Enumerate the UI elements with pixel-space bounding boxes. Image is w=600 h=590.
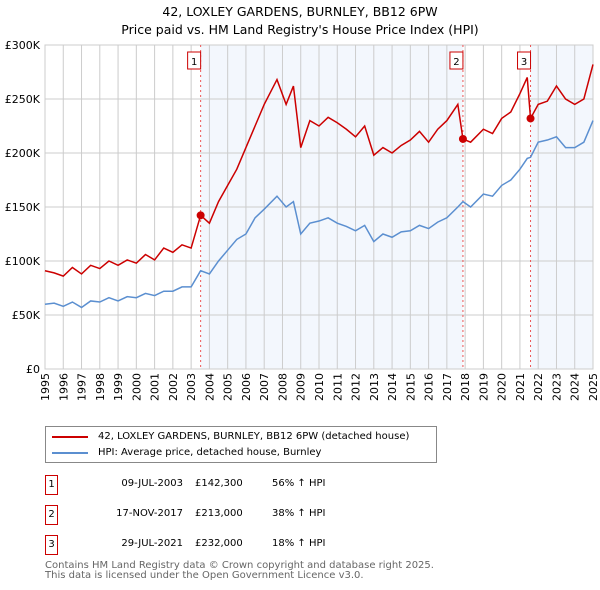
x-tick-label: 2021 — [514, 373, 527, 401]
legend-item-property: 42, LOXLEY GARDENS, BURNLEY, BB12 6PW (d… — [52, 431, 409, 442]
blue-line-swatch — [52, 451, 88, 454]
x-tick-label: 2023 — [550, 373, 563, 401]
sale-point — [458, 134, 467, 143]
x-tick-label: 2002 — [167, 373, 180, 401]
date: 29-JUL-2021 — [121, 538, 183, 549]
price: £142,300 — [195, 478, 243, 489]
x-tick-label: 1999 — [112, 373, 125, 401]
transaction-row: 1 09-JUL-2003 £142,300 56% ↑ HPI — [45, 475, 465, 495]
plot-border — [44, 44, 594, 370]
hpi-change: 38% ↑ HPI — [272, 508, 326, 519]
sale-label: 3 — [521, 57, 527, 68]
x-tick-label: 2001 — [149, 373, 162, 401]
sale-label: 1 — [191, 57, 197, 68]
hpi-change: 18% ↑ HPI — [272, 538, 326, 549]
price-chart: 1995 1996 1997 1998 1999 2000 2001 2002 2003 2004… — [5, 39, 600, 401]
x-tick-label: 2009 — [295, 373, 308, 401]
chart-title: 42, LOXLEY GARDENS, BURNLEY, BB12 6PW Pr… — [0, 3, 600, 39]
y-tick-label: £250K — [5, 93, 41, 106]
sale-label-box — [187, 51, 202, 70]
sale-label-box — [449, 51, 464, 70]
sale-label-box — [517, 51, 532, 70]
legend-label: HPI: Average price, detached house, Burn… — [98, 447, 322, 458]
x-tick-label: 2018 — [459, 373, 472, 401]
x-tick-label: 1995 — [39, 373, 52, 401]
footer-line: Contains HM Land Registry data © Crown c… — [45, 560, 434, 571]
hpi-change: 56% ↑ HPI — [272, 478, 326, 489]
x-tick-label: 2025 — [587, 373, 600, 401]
y-tick-label: £0 — [26, 363, 40, 376]
y-tick-label: £150K — [5, 201, 41, 214]
marker-number: 2 — [45, 505, 58, 525]
x-tick-label: 2008 — [276, 373, 289, 401]
date: 17-NOV-2017 — [116, 508, 183, 519]
x-tick-label: 2007 — [258, 373, 271, 401]
x-tick-label: 2019 — [477, 373, 490, 401]
x-tick-label: 2012 — [350, 373, 363, 401]
sale-point — [196, 211, 205, 220]
x-tick-label: 2000 — [130, 373, 143, 401]
x-tick-label: 2013 — [368, 373, 381, 401]
red-line-swatch — [52, 435, 88, 438]
x-tick-label: 2003 — [185, 373, 198, 401]
x-tick-label: 2020 — [496, 373, 509, 401]
transaction-row: 2 17-NOV-2017 £213,000 38% ↑ HPI — [45, 505, 465, 525]
x-tick-label: 2022 — [532, 373, 545, 401]
x-tick-label: 2011 — [331, 373, 344, 401]
sale-label: 2 — [453, 57, 459, 68]
y-tick-label: £50K — [12, 309, 41, 322]
property-price-line — [44, 64, 594, 277]
legend-label: 42, LOXLEY GARDENS, BURNLEY, BB12 6PW (d… — [98, 431, 410, 442]
y-tick-label: £200K — [5, 147, 41, 160]
x-tick-label: 2006 — [240, 373, 253, 401]
legend: 42, LOXLEY GARDENS, BURNLEY, BB12 6PW (d… — [45, 426, 437, 463]
x-tick-label: 2004 — [203, 373, 216, 401]
x-tick-label: 2005 — [222, 373, 235, 401]
x-tick-label: 1997 — [76, 373, 89, 401]
y-tick-label: £100K — [5, 255, 41, 268]
price: £232,000 — [195, 538, 243, 549]
x-tick-label: 1996 — [57, 373, 70, 401]
title: 42, LOXLEY GARDENS, BURNLEY, BB12 6PW — [162, 4, 438, 19]
legend-item-hpi: HPI: Average price, detached house, Burn… — [52, 447, 321, 458]
x-tick-label: 2015 — [404, 373, 417, 401]
x-tick-label: 2017 — [441, 373, 454, 401]
marker-number: 3 — [45, 535, 58, 555]
x-tick-label: 2010 — [313, 373, 326, 401]
footer: Contains HM Land Registry data © Crown c… — [45, 561, 434, 581]
sale-point — [526, 114, 535, 123]
date: 09-JUL-2003 — [121, 478, 183, 489]
price: £213,000 — [195, 508, 243, 519]
x-tick-label: 1998 — [94, 373, 107, 401]
hpi-line — [44, 120, 594, 309]
x-tick-label: 2024 — [569, 373, 582, 401]
transaction-row: 3 29-JUL-2021 £232,000 18% ↑ HPI — [45, 535, 465, 555]
y-tick-label: £300K — [5, 39, 41, 52]
footer-line: This data is licensed under the Open Gov… — [45, 570, 364, 581]
x-tick-label: 2014 — [386, 373, 399, 401]
x-tick-label: 2016 — [423, 373, 436, 401]
subtitle: Price paid vs. HM Land Registry's House … — [121, 22, 479, 37]
marker-number: 1 — [45, 475, 58, 495]
